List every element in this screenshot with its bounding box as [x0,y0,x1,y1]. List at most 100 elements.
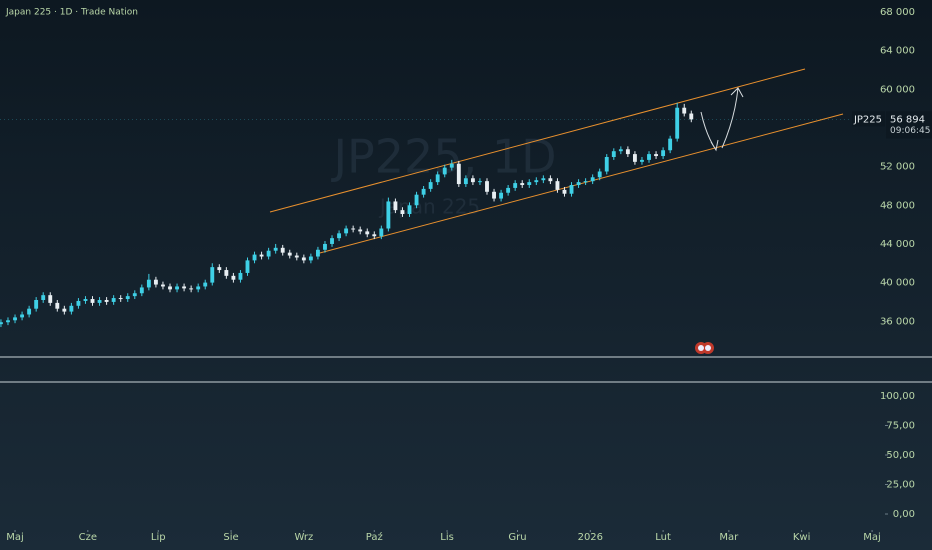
candle-body [83,299,88,301]
candle-body [661,150,666,157]
candle-body [182,286,187,289]
candle-body [323,243,327,250]
candle-body [238,272,243,280]
candle-body [337,233,342,239]
candle-body [266,250,271,257]
candle-body [0,322,3,325]
candle-body [548,178,553,182]
candle-body [632,154,637,162]
candle-body [478,181,482,183]
candle-body [675,107,680,139]
candle-body [435,174,440,183]
x-tick-label: Cze [79,532,97,543]
candle-body [449,163,454,168]
candle-body [217,267,222,271]
candle-body [189,288,194,290]
candle-body [499,192,504,199]
candle-body [492,191,496,199]
candle-body [330,238,334,244]
candle-body [611,151,616,158]
candle-body [97,299,102,303]
candle-body [252,254,257,261]
candle-body [259,254,264,257]
candle-body [231,275,236,280]
candle-body [576,182,581,186]
candle-body [541,178,546,181]
candle-body [640,159,644,162]
plot: 36 000 40 000 44 000 48 000 52 000 60 000 64 0… [0,7,932,543]
candle-body [485,181,489,192]
candle-body [175,286,179,290]
y-tick-label: 75,00 [886,420,915,431]
candle-body [393,201,398,211]
y-tick-label: 36 000 [880,316,915,327]
candle-body [513,183,518,188]
x-tick-label: Lis [440,532,454,543]
candle-body [168,286,172,290]
candle-body [118,298,123,300]
arrow-up [721,87,744,149]
x-tick-label: Maj [863,532,881,543]
chart-title: Japan 225 · 1D · Trade Nation [5,8,138,18]
watermark: JP225, 1D [330,130,556,184]
candle-body [76,300,81,306]
candle-body [463,178,468,185]
channel-upper [269,68,806,213]
candle-body [224,270,229,276]
candle-body [6,320,10,323]
candle-body [386,201,391,229]
candle-body [69,305,74,312]
x-tick-label: Mar [719,532,739,543]
candle-body [196,286,201,290]
x-tick-label: Kwi [793,532,811,543]
x-tick-label: Gru [508,532,526,543]
candle-body [351,228,356,230]
candle-body [344,228,349,234]
x-tick-label: Sie [223,532,238,543]
candle-body [365,231,370,235]
candle-body [104,299,109,302]
candle-body [414,194,419,206]
candle-body [280,247,285,253]
candle-body [625,149,630,155]
candle-body [34,299,39,309]
candle-body [527,182,532,186]
candle-body [562,189,567,194]
candle-body [534,180,539,183]
price-box [886,111,932,139]
candle-body [372,234,377,237]
candle-body [41,295,46,300]
x-tick-label: 2026 [578,532,603,543]
candle-body [421,188,426,195]
y-tick-label: 100,00 [880,391,915,402]
x-tick-label: Paź [366,531,383,543]
candle-body [203,282,208,287]
candle-body [245,260,250,273]
candle-body [146,279,151,288]
candle-body [273,247,278,251]
x-tick-label: Wrz [294,532,313,543]
candle-body [161,284,165,287]
candle-body [506,187,511,193]
y-tick-label: 48 000 [880,200,915,211]
candle-body [287,252,292,256]
candle-body [55,302,60,309]
candle-body [132,293,137,297]
y-tick-label: 50,00 [886,450,915,461]
candle-body [569,185,574,194]
y-tick-label: 44 000 [880,239,915,250]
candle-body [315,249,320,257]
candle-body [27,308,32,315]
y-tick-label: 64 000 [880,46,915,57]
candle-body [604,157,609,172]
candle-body [647,154,651,160]
candle-body [442,167,447,175]
candle-body [654,154,658,157]
candle-body [583,181,588,183]
y-tick-label: 52 000 [880,162,915,173]
arrow-down [700,111,719,152]
candle-body [301,257,306,261]
y-tick-label: 60 000 [880,84,915,95]
candle-body [62,308,67,312]
